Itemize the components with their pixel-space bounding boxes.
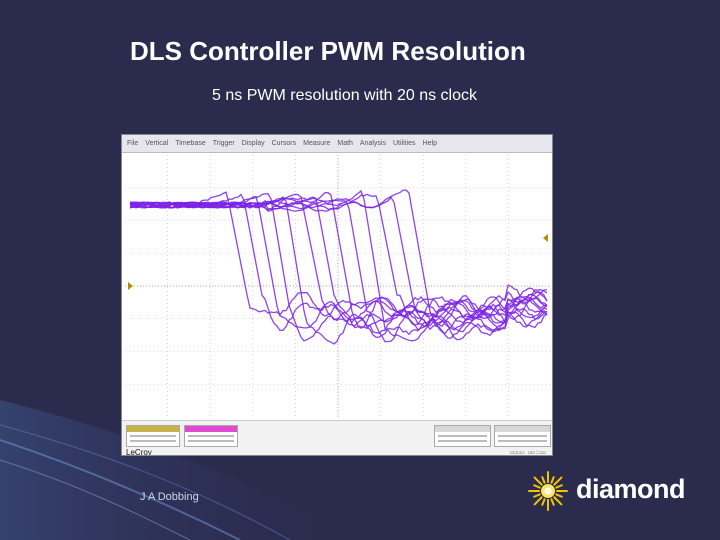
menu-item-display: Display: [241, 140, 265, 147]
menu-item-vertical: Vertical: [145, 140, 169, 147]
diamond-sunburst-icon: [528, 471, 568, 511]
waveform-trace: [129, 196, 548, 328]
slide-subtitle: 5 ns PWM resolution with 20 ns clock: [212, 87, 477, 104]
waveform-trace: [129, 193, 548, 322]
waveform-traces: [129, 189, 548, 345]
waveform-trace: [129, 192, 548, 331]
waveform-trace: [129, 199, 548, 343]
menu-item-file: File: [127, 140, 139, 147]
scope-menubar: File Vertical Timebase Trigger Display C…: [122, 135, 552, 153]
menu-item-trigger: Trigger: [212, 140, 235, 147]
menu-item-measure: Measure: [303, 140, 331, 147]
waveform-trace: [129, 189, 548, 342]
waveform-trace: [129, 195, 548, 329]
scope-timestamp: ▭▭▭▭ ▭▭:▭▭: [509, 449, 546, 456]
waveform-trace: [129, 189, 548, 335]
scope-brand: LeCroy: [126, 448, 152, 456]
author-name: J A Dobbing: [140, 491, 199, 503]
waveform-trace: [129, 193, 548, 326]
channel-2-box: [184, 425, 238, 447]
channel-1-box: [126, 425, 180, 447]
menu-item-cursors: Cursors: [271, 140, 297, 147]
waveform-trace: [129, 191, 548, 317]
scope-info-bar: LeCroy ▭▭▭▭ ▭▭:▭▭: [122, 420, 552, 456]
timebase-box: [434, 425, 491, 447]
menu-item-math: Math: [337, 140, 353, 147]
menu-item-analysis: Analysis: [359, 140, 386, 147]
ground-marker: [128, 282, 133, 290]
menu-item-timebase: Timebase: [175, 140, 206, 147]
slide-title: DLS Controller PWM Resolution: [130, 36, 526, 66]
trigger-box: [494, 425, 551, 447]
menu-item-help: Help: [422, 140, 437, 147]
oscilloscope-screenshot: File Vertical Timebase Trigger Display C…: [121, 134, 553, 456]
scope-waveform-display: [125, 155, 551, 417]
trigger-marker: [543, 234, 548, 242]
diamond-logo-text: diamond: [576, 474, 686, 504]
menu-item-utilities: Utilities: [393, 140, 416, 147]
waveform-trace: [129, 196, 548, 345]
